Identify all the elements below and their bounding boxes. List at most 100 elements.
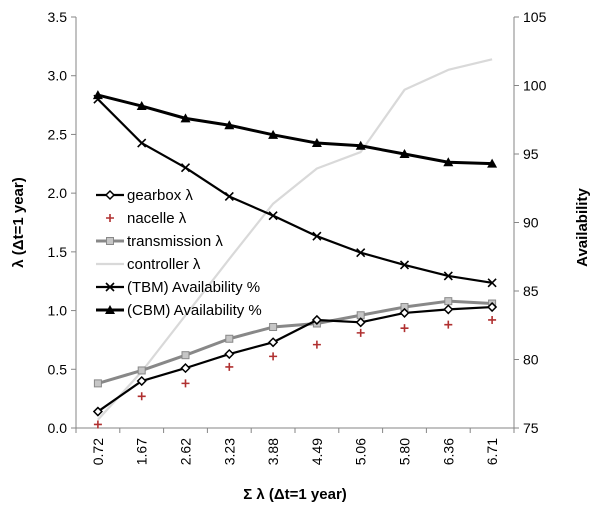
data-point	[356, 328, 365, 337]
data-point	[92, 90, 103, 100]
data-point	[487, 158, 498, 168]
legend-entry: (CBM) Availability %	[96, 302, 262, 319]
data-point	[311, 138, 322, 148]
left-tick-label: 0.0	[48, 420, 68, 436]
x-tick-label: 3.23	[221, 438, 237, 465]
right-tick-label: 85	[523, 283, 539, 299]
data-point	[443, 157, 454, 167]
data-point	[444, 297, 453, 306]
series-line	[97, 299, 493, 385]
x-tick-label: 4.49	[309, 438, 325, 465]
data-point	[399, 149, 410, 158]
legend-label: transmission λ	[127, 233, 223, 250]
data-point	[268, 211, 278, 221]
left-tick-label: 2.5	[48, 126, 68, 142]
data-point	[355, 317, 366, 328]
x-tick-label: 5.06	[353, 438, 369, 465]
x-tick-label: 2.62	[178, 438, 194, 465]
data-point	[268, 129, 279, 139]
data-point	[269, 323, 278, 332]
legend-marker	[105, 282, 115, 292]
x-tick-labels: 0.72 1.67 2.62 3.23 3.88 4.49 5.06 5.80 6.36 6.71	[90, 438, 500, 465]
data-point	[137, 366, 146, 375]
right-tick-label: 90	[523, 215, 539, 231]
legend-label: (CBM) Availability %	[127, 302, 262, 319]
data-point	[136, 375, 147, 387]
left-tick-label: 1.5	[48, 244, 68, 260]
x-tick-label: 1.67	[134, 438, 150, 465]
left-tick-label: 0.5	[48, 361, 68, 377]
data-point	[399, 307, 410, 318]
right-tick-labels: 75 80 85 90 95 100 105	[523, 9, 547, 436]
legend-entry: nacelle λ	[106, 210, 187, 227]
data-point	[444, 320, 453, 329]
legend-entry: transmission λ	[96, 233, 223, 250]
series-line	[97, 305, 493, 413]
data-point	[224, 348, 235, 360]
data-point	[224, 191, 234, 202]
legend-marker	[104, 189, 116, 201]
data-point	[312, 340, 321, 349]
data-point	[225, 334, 234, 343]
left-tick-labels: 0.0 0.5 1.0 1.5 2.0 2.5 3.0 3.5	[48, 9, 68, 436]
data-point	[180, 363, 191, 374]
data-point	[487, 301, 498, 313]
x-tick-label: 6.36	[440, 438, 456, 465]
data-point	[136, 101, 147, 111]
data-point	[312, 231, 322, 241]
data-point	[137, 138, 147, 148]
left-tick-label: 3.5	[48, 9, 68, 25]
x-tick-label: 3.88	[265, 438, 281, 465]
data-point	[443, 271, 453, 281]
left-tick-label: 3.0	[48, 68, 68, 84]
data-point	[181, 351, 190, 360]
legend-entry: gearbox λ	[96, 187, 193, 204]
data-point	[93, 379, 102, 388]
right-tick-label: 80	[523, 352, 539, 368]
series-3	[97, 58, 493, 421]
series-0	[92, 301, 498, 417]
data-point	[92, 406, 103, 417]
data-point	[269, 352, 278, 361]
plot-area: 0.0 0.5 1.0 1.5 2.0 2.5 3.0 3.5 75 80 85 90 95 100 10…	[48, 9, 547, 465]
legend-label: controller λ	[127, 256, 201, 273]
x-tick-label: 5.80	[397, 438, 413, 465]
y-axis-title: λ (Δt=1 year)	[10, 177, 27, 267]
legend-marker	[105, 305, 115, 314]
data-point	[93, 420, 102, 429]
right-tick-label: 100	[523, 78, 547, 94]
series-line	[97, 98, 493, 284]
data-point	[355, 140, 366, 150]
left-tick-label: 2.0	[48, 185, 68, 201]
tick-marks	[71, 16, 519, 433]
data-point	[180, 163, 191, 173]
legend-entry: controller λ	[96, 256, 201, 273]
data-point	[181, 379, 190, 388]
data-point	[356, 248, 366, 258]
series-5	[92, 90, 498, 168]
legend-label: gearbox λ	[127, 187, 193, 204]
data-point	[268, 337, 279, 348]
data-point	[311, 314, 322, 326]
right-tick-label: 105	[523, 9, 547, 25]
left-tick-label: 1.0	[48, 303, 68, 319]
data-point	[224, 120, 235, 130]
legend-marker	[106, 237, 114, 245]
x-tick-label: 0.72	[90, 438, 106, 465]
right-tick-label: 75	[523, 420, 539, 436]
x-tick-label: 6.71	[484, 438, 500, 465]
legend-entry: (TBM) Availability %	[96, 279, 260, 296]
x-axis-title: Σ λ (Δt=1 year)	[243, 486, 347, 503]
data-point	[137, 392, 146, 401]
legend-marker	[106, 214, 114, 222]
data-point	[225, 362, 234, 371]
series-1	[93, 315, 497, 429]
series-layer	[92, 58, 498, 429]
legend-label: (TBM) Availability %	[127, 279, 260, 296]
series-line	[97, 58, 493, 421]
y2-axis-title: Availability	[574, 188, 591, 267]
legend-label: nacelle λ	[127, 210, 187, 227]
series-line	[97, 93, 493, 166]
data-point	[180, 113, 191, 123]
